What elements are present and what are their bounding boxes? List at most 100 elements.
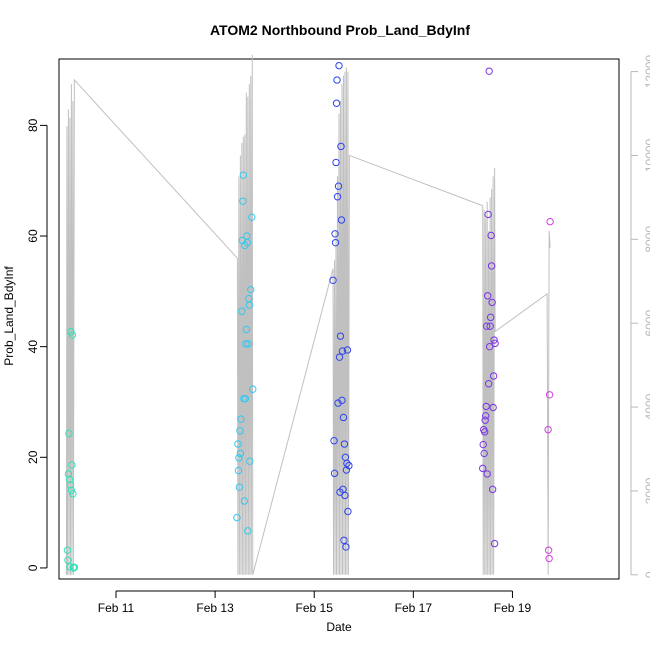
data-point	[235, 483, 244, 491]
data-point	[486, 313, 495, 322]
data-point	[479, 440, 487, 449]
data-point	[334, 182, 343, 190]
data-point	[241, 394, 250, 403]
data-point	[341, 491, 349, 500]
data-point	[489, 372, 498, 380]
data-point	[242, 325, 251, 334]
points-layer	[63, 61, 554, 572]
data-point	[247, 285, 255, 294]
y2-tick-label: 12000	[643, 55, 650, 89]
secondary-line-layer	[65, 54, 551, 575]
data-point	[340, 440, 349, 448]
data-point	[64, 556, 72, 564]
data-point	[244, 527, 252, 535]
data-point	[336, 332, 345, 340]
data-point	[486, 322, 494, 330]
data-point	[339, 413, 348, 422]
data-point	[333, 193, 342, 201]
y-axis-label: Prob_Land_BdyInf	[2, 266, 16, 366]
data-point	[332, 158, 340, 167]
data-point	[68, 461, 76, 469]
y2-tick-label: 2000	[643, 477, 650, 504]
data-point	[239, 171, 248, 179]
data-point	[236, 449, 245, 458]
x-axis: Feb 11 Feb 13 Feb 15 Feb 17 Feb 19	[98, 590, 532, 615]
data-point	[335, 353, 344, 361]
chart-title: ATOM2 Northbound Prob_Land_BdyInf	[210, 22, 470, 38]
data-point	[239, 197, 247, 205]
data-point	[344, 507, 352, 516]
plot-area	[58, 58, 620, 580]
data-point	[338, 396, 346, 405]
data-point	[489, 403, 497, 412]
data-point	[484, 380, 493, 388]
data-point	[64, 470, 73, 478]
data-point	[545, 391, 554, 399]
data-point	[546, 217, 554, 226]
data-point	[479, 464, 487, 473]
series-3	[479, 67, 499, 548]
data-point	[234, 440, 242, 448]
data-point	[331, 238, 340, 247]
data-point	[234, 466, 243, 475]
x-tick-label: Feb 11	[98, 601, 135, 615]
data-point	[487, 231, 495, 240]
y2-tick-label: 8000	[643, 226, 650, 253]
x-tick-label: Feb 19	[494, 601, 532, 615]
data-point	[249, 385, 257, 393]
data-point	[481, 416, 489, 424]
data-point	[66, 481, 75, 489]
data-point	[488, 298, 496, 307]
data-point	[66, 563, 74, 571]
data-point	[65, 429, 73, 438]
series-4	[544, 217, 554, 563]
data-point	[338, 347, 347, 355]
data-point	[491, 339, 499, 348]
data-point	[480, 449, 488, 458]
data-point	[248, 213, 256, 221]
data-point	[242, 340, 250, 348]
data-point	[67, 486, 76, 495]
data-point	[485, 342, 494, 351]
data-point	[490, 336, 498, 344]
data-point	[70, 563, 79, 572]
data-point	[335, 61, 343, 70]
data-point	[333, 76, 341, 84]
series-1	[233, 171, 257, 535]
data-point	[488, 485, 497, 494]
data-point	[544, 425, 552, 434]
y-tick-label: 0	[26, 564, 40, 571]
x-tick-label: Feb 17	[395, 601, 433, 615]
data-point	[481, 412, 490, 420]
data-point	[544, 546, 553, 554]
y-tick-label: 80	[26, 118, 40, 132]
x-tick-label: Feb 15	[296, 601, 334, 615]
data-point	[331, 230, 339, 238]
data-point	[245, 301, 254, 309]
y-tick-label: 20	[26, 450, 40, 464]
data-point	[332, 99, 341, 107]
data-point	[340, 536, 348, 544]
data-point	[244, 340, 253, 348]
data-point	[235, 454, 243, 462]
data-point	[343, 346, 352, 354]
data-point	[345, 461, 353, 470]
data-point	[482, 402, 490, 411]
data-point	[481, 428, 489, 436]
data-point	[237, 415, 245, 423]
data-point	[485, 67, 493, 75]
data-point	[545, 554, 553, 563]
data-point	[337, 142, 345, 151]
data-point	[236, 427, 244, 435]
series-0	[63, 328, 79, 572]
x-axis-label: Date	[326, 620, 352, 634]
y-tick-label: 60	[26, 229, 40, 243]
data-point	[487, 262, 496, 270]
secondary-series-line	[65, 54, 551, 575]
data-point	[63, 546, 72, 554]
data-point	[330, 437, 338, 445]
data-point	[69, 490, 77, 498]
data-point	[233, 513, 241, 522]
